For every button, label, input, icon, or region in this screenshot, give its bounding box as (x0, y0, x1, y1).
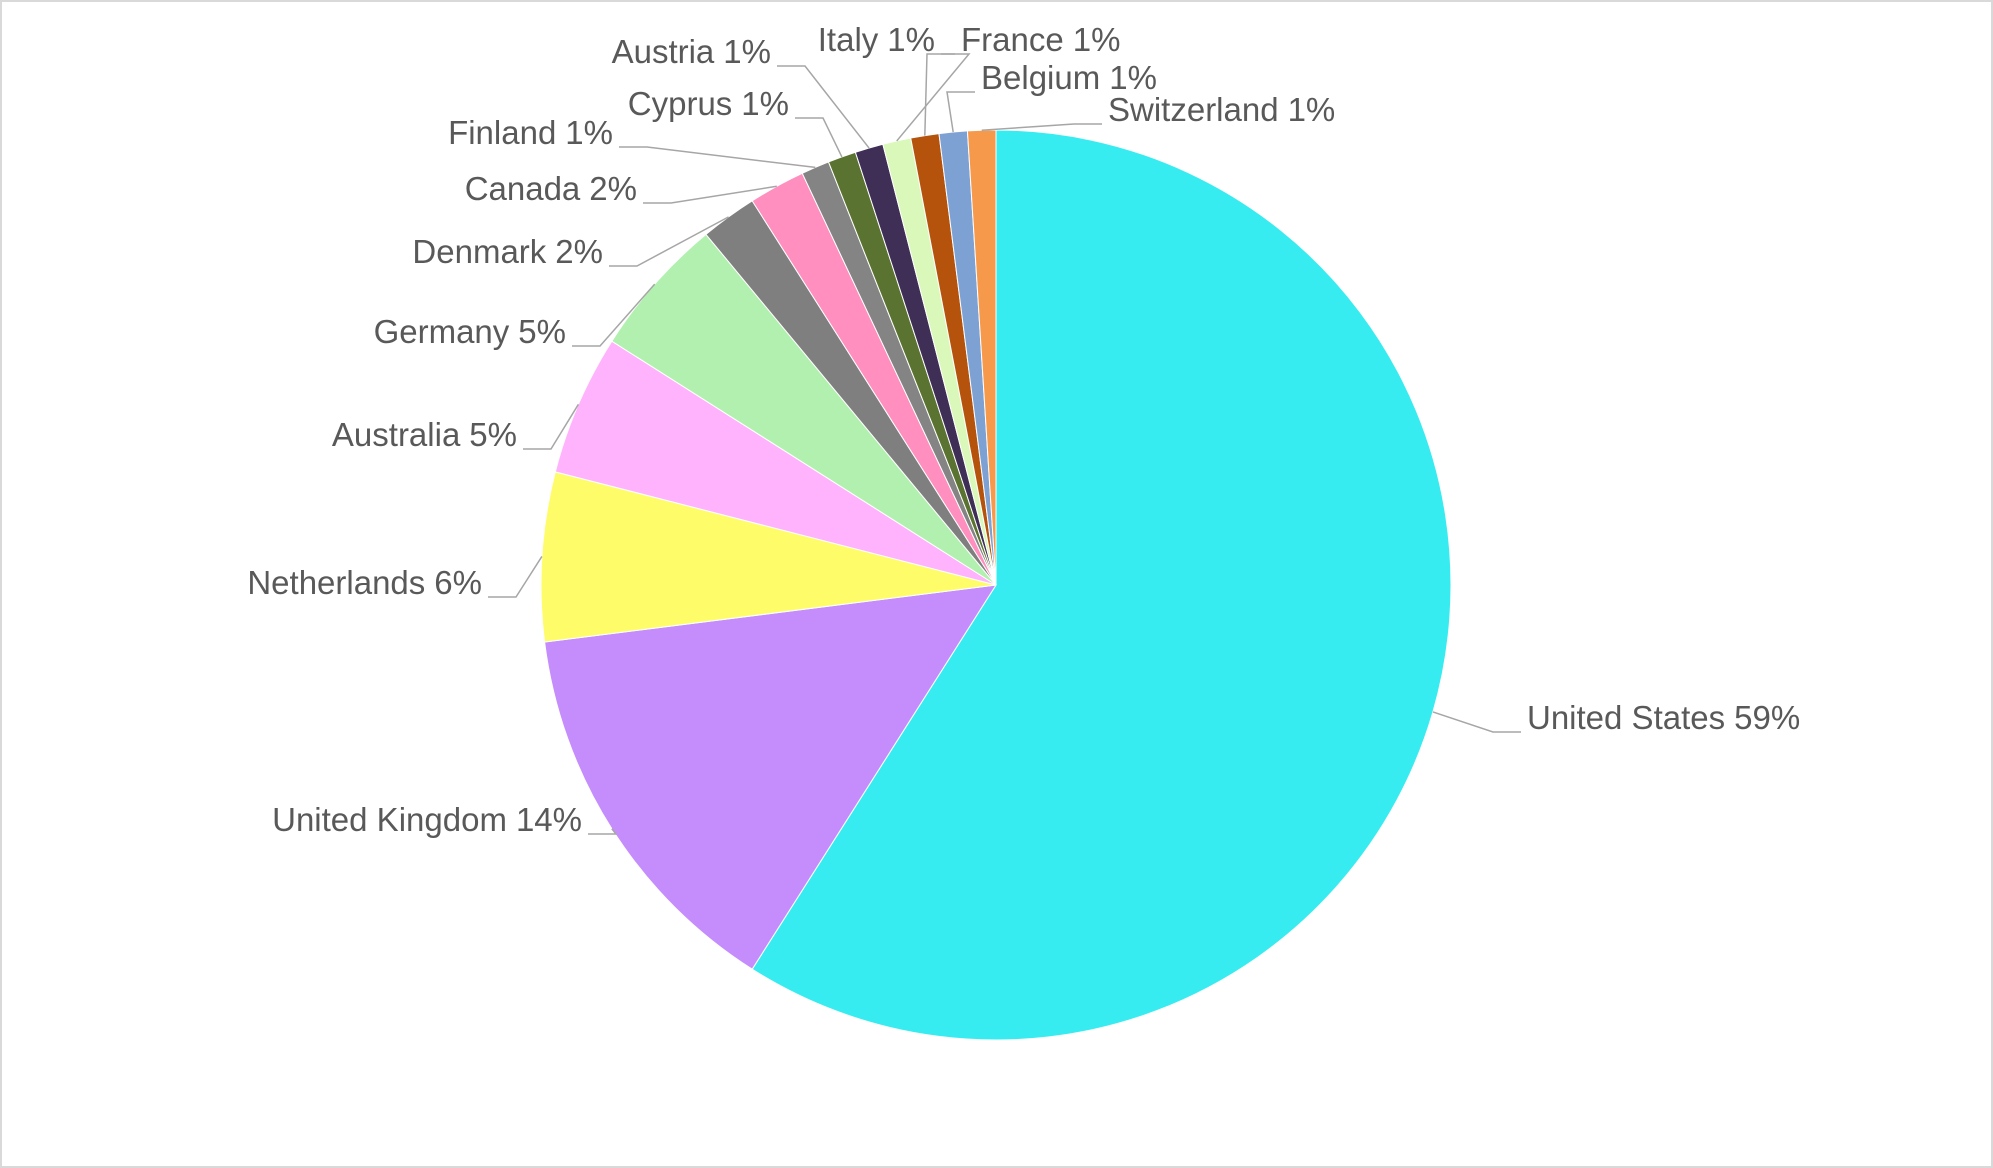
slice-label: Belgium 1% (981, 59, 1157, 96)
slice-value: 59% (1734, 699, 1800, 736)
leader-line (795, 117, 843, 158)
slice-category: Switzerland (1108, 91, 1279, 128)
slice-category: Cyprus (628, 85, 733, 122)
slice-label: Cyprus 1% (628, 85, 789, 122)
leader-line (924, 53, 955, 136)
pie-slice (540, 471, 997, 643)
leader-line (609, 216, 729, 267)
slice-category: Denmark (412, 233, 546, 270)
slice-category: Austria (612, 33, 715, 70)
slice-value: 1% (1073, 21, 1121, 58)
slice-value: 1% (887, 21, 935, 58)
slice-value: 1% (1288, 91, 1336, 128)
leader-line (523, 403, 580, 450)
slice-label: Netherlands 6% (247, 564, 482, 601)
slice-category: Italy (818, 21, 879, 58)
leader-line (588, 828, 618, 835)
pie-slice (751, 129, 1452, 1041)
slice-value: 1% (741, 85, 789, 122)
slice-category: Belgium (981, 59, 1100, 96)
slice-value: 1% (1109, 59, 1157, 96)
leader-line (777, 65, 870, 149)
slice-label: Australia 5% (332, 416, 517, 453)
leader-line (643, 185, 777, 204)
slice-value: 5% (518, 313, 566, 350)
slice-value: 5% (469, 416, 517, 453)
slice-category: Netherlands (247, 564, 425, 601)
slice-category: Australia (332, 416, 461, 453)
slice-value: 1% (565, 114, 613, 151)
leader-line (981, 123, 1102, 131)
slice-label: Denmark 2% (412, 233, 603, 270)
pie-slice (554, 340, 997, 586)
slice-label: United States 59% (1527, 699, 1800, 736)
pie-slice (611, 233, 997, 586)
slice-label: United Kingdom 14% (272, 801, 582, 838)
slice-category: Canada (465, 170, 581, 207)
slice-value: 1% (723, 33, 771, 70)
leader-line (572, 283, 656, 347)
slice-category: United Kingdom (272, 801, 507, 838)
leader-line (946, 91, 975, 133)
leader-line (488, 556, 543, 598)
slice-value: 6% (434, 564, 482, 601)
leader-line (1432, 711, 1521, 733)
slice-label: France 1% (961, 21, 1120, 58)
slice-label: Italy 1% (818, 21, 935, 58)
slice-category: Finland (448, 114, 556, 151)
slice-value: 2% (589, 170, 637, 207)
slice-value: 14% (516, 801, 582, 838)
leader-line (619, 146, 816, 169)
slice-category: France (961, 21, 1064, 58)
slice-label: Austria 1% (612, 33, 771, 70)
slice-label: Canada 2% (465, 170, 637, 207)
slice-value: 2% (555, 233, 603, 270)
slice-category: United States (1527, 699, 1725, 736)
slice-label: Switzerland 1% (1108, 91, 1335, 128)
slice-label: Finland 1% (448, 114, 613, 151)
slice-label: Germany 5% (374, 313, 566, 350)
slice-category: Germany (374, 313, 510, 350)
